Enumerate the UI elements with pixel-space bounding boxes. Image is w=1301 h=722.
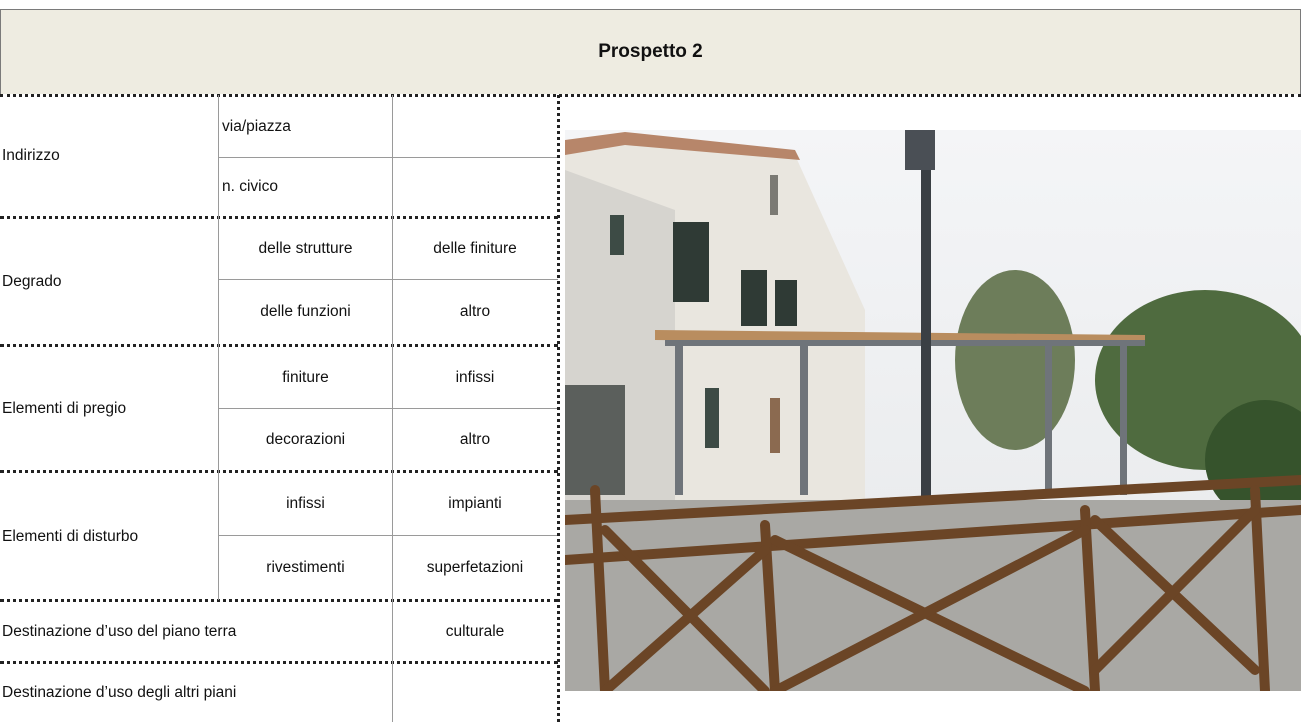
row-label: Elementi di disturbo — [2, 527, 139, 545]
row-label: Destinazione d’uso degli altri piani — [2, 684, 237, 701]
rule — [218, 535, 558, 536]
cell: finiture — [282, 368, 329, 386]
cell: superfetazioni — [426, 558, 524, 576]
cell: culturale — [445, 623, 505, 640]
cell: delle funzioni — [260, 303, 351, 320]
rule — [392, 95, 393, 722]
cell: altro — [459, 303, 491, 320]
rule — [557, 95, 560, 722]
rule — [218, 279, 558, 280]
rule — [218, 157, 558, 158]
row-label: Indirizzo — [2, 147, 60, 164]
cell: impianti — [448, 495, 502, 512]
cell: delle finiture — [433, 240, 517, 257]
cell: rivestimenti — [266, 558, 345, 576]
rule — [0, 470, 558, 473]
cell: delle strutture — [258, 240, 353, 257]
cell: via/piazza — [222, 118, 291, 135]
cell: altro — [459, 430, 491, 448]
rule — [0, 599, 558, 602]
rule — [0, 94, 1301, 97]
cell: infissi — [455, 368, 495, 386]
header-band — [0, 9, 1301, 94]
row-label: Elementi di pregio — [2, 400, 127, 417]
cell: decorazioni — [265, 430, 346, 448]
title: Prospetto 2 — [598, 41, 703, 62]
cell: n. civico — [222, 178, 278, 195]
row-label: Degrado — [2, 273, 62, 290]
row-label: Destinazione d’uso del piano terra — [2, 623, 237, 640]
rule — [0, 344, 558, 347]
rule — [218, 95, 219, 600]
rule — [218, 408, 558, 409]
rule — [0, 216, 558, 219]
rule — [0, 661, 558, 664]
photo — [565, 130, 1301, 691]
cell: infissi — [286, 495, 325, 512]
